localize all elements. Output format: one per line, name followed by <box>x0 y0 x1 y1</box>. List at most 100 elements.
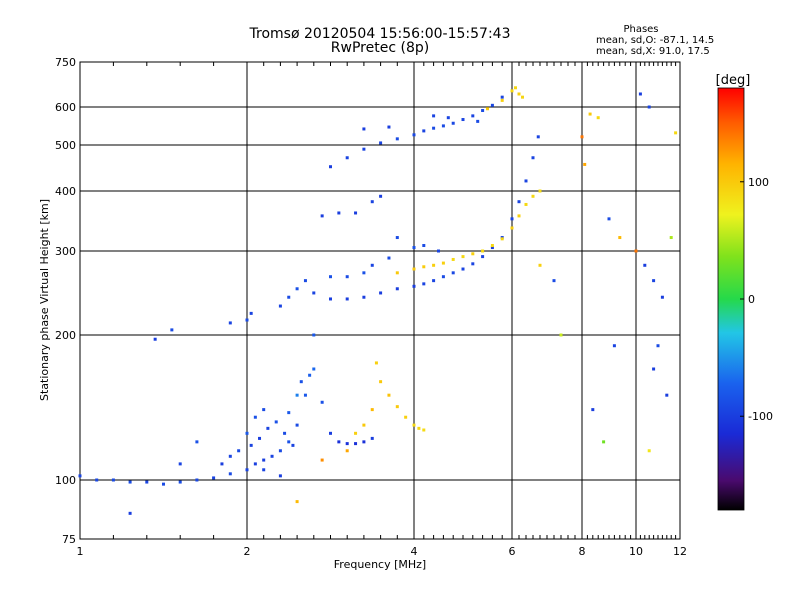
point-f1-trace <box>287 295 291 299</box>
point-f1-x-trace <box>461 255 465 259</box>
point-f1-x-trace <box>422 265 426 269</box>
point-sparse-noise <box>602 440 606 444</box>
point-e-region-scatter <box>249 443 253 447</box>
point-f1-trace <box>524 179 528 183</box>
point-sparse-noise <box>596 116 600 120</box>
colorbar-tick-label: 100 <box>748 176 769 189</box>
point-es-e-layer-x-trace <box>379 380 383 384</box>
y-axis-label: Stationary phase Virtual Height [km] <box>38 199 51 401</box>
point-es-e-layer-x-trace <box>362 423 366 427</box>
point-e-region-trace <box>212 476 216 480</box>
y-tick-label: 500 <box>55 139 76 152</box>
point-sparse-noise <box>652 367 656 371</box>
point-e-region-scatter <box>274 420 278 424</box>
point-es-e-layer-x-trace <box>320 458 324 462</box>
point-e-region-scatter <box>245 431 249 435</box>
point-f2-trace <box>362 127 366 131</box>
x-tick-label: 2 <box>244 545 251 558</box>
point-f1-scatter <box>337 211 341 215</box>
point-f1-trace <box>510 217 514 221</box>
point-f2-trace <box>329 165 332 169</box>
point-f2-x-trace <box>486 107 489 111</box>
point-f2-trace <box>432 114 436 118</box>
point-es-e-layer-x-trace <box>374 361 378 365</box>
colorbar <box>717 87 745 511</box>
point-f1-trace <box>471 262 475 266</box>
point-es-e-layer-x-trace <box>422 428 426 432</box>
point-f2-trace <box>461 118 465 122</box>
y-tick-label: 400 <box>55 185 76 198</box>
point-f2-trace <box>481 109 485 113</box>
point-e-region-trace <box>295 423 299 427</box>
point-sparse-noise <box>660 295 664 299</box>
point-e-region-trace <box>245 468 249 472</box>
point-f1-x-trace <box>412 267 416 271</box>
point-sparse-noise <box>656 344 660 348</box>
point-e-region-trace <box>228 472 232 476</box>
point-f2-x-trace <box>517 92 521 96</box>
point-f2-trace <box>451 121 455 125</box>
point-e-region-scatter <box>195 440 199 444</box>
point-f1-scatter <box>345 275 349 279</box>
point-f1-x-trace <box>451 257 455 261</box>
colorbar-tick-label: 0 <box>748 293 755 306</box>
point-e-region-scatter <box>258 436 262 440</box>
y-tick-label: 75 <box>62 533 76 546</box>
point-sparse-noise <box>618 236 622 240</box>
point-sparse-noise <box>591 408 595 412</box>
point-f1-trace <box>295 287 299 291</box>
point-f1-trace <box>379 291 383 295</box>
point-e-region-scatter <box>295 393 299 397</box>
point-f1-trace <box>461 267 465 271</box>
x-tick-label: 6 <box>509 545 516 558</box>
point-f2-trace <box>387 125 391 129</box>
point-sparse-noise <box>647 449 651 453</box>
point-e-region-trace <box>270 454 274 458</box>
point-f2-x-trace <box>514 86 517 90</box>
point-e-region-scatter <box>308 373 312 377</box>
point-e-region-trace <box>303 393 307 397</box>
point-e-region-trace <box>128 480 132 484</box>
colorbar-tick-label: -100 <box>748 410 773 423</box>
point-es-e-layer-x-trace <box>370 408 374 412</box>
point-sparse-noise <box>588 112 592 116</box>
plot-frame <box>79 61 681 540</box>
point-f2-trace <box>441 124 445 128</box>
chart-subtitle: RwPretec (8p) <box>330 40 430 56</box>
point-f1-x-trace <box>524 202 528 206</box>
point-e-region-trace <box>345 442 349 446</box>
point-f1-trace <box>451 271 455 275</box>
point-f1-scatter <box>387 256 391 260</box>
point-sparse-noise <box>638 92 642 96</box>
point-e-region-scatter <box>178 462 182 466</box>
x-tick-label: 10 <box>629 545 643 558</box>
point-e-region-scatter <box>228 454 232 458</box>
point-e-region-scatter <box>253 415 257 419</box>
x-tick-labels: 1 2 4 6 8 10 12 <box>77 545 688 558</box>
y-tick-label: 200 <box>55 329 76 342</box>
point-sparse-noise <box>612 344 616 348</box>
point-f1-trace <box>441 275 445 279</box>
point-f1-trace <box>481 255 485 259</box>
point-sparse-noise <box>665 393 669 397</box>
point-e-region-trace <box>287 440 291 444</box>
point-e-region-trace <box>370 436 374 440</box>
point-e-region-scatter <box>262 468 266 472</box>
point-f2-trace <box>446 116 450 120</box>
point-f1-x-trace <box>510 226 514 230</box>
grid-lines <box>80 62 681 539</box>
point-e-region-trace <box>162 482 165 486</box>
point-e-region-scatter <box>170 328 174 332</box>
point-f1-trace <box>412 284 416 288</box>
point-e-region-trace <box>95 478 99 482</box>
point-e-region-trace <box>262 458 266 462</box>
phases-heading: Phases <box>623 24 659 35</box>
chart-title: Tromsø 20120504 15:56:00-15:57:43 <box>249 26 511 42</box>
point-f1-scatter <box>354 211 358 215</box>
point-f1-scatter <box>362 271 366 275</box>
x-tick-label: 12 <box>673 545 687 558</box>
point-f1-trace <box>362 295 366 299</box>
point-f1-trace <box>536 135 540 139</box>
y-tick-labels: 75 100 200 300 400 500 600 750 <box>55 56 76 546</box>
point-sparse-noise <box>674 131 678 135</box>
